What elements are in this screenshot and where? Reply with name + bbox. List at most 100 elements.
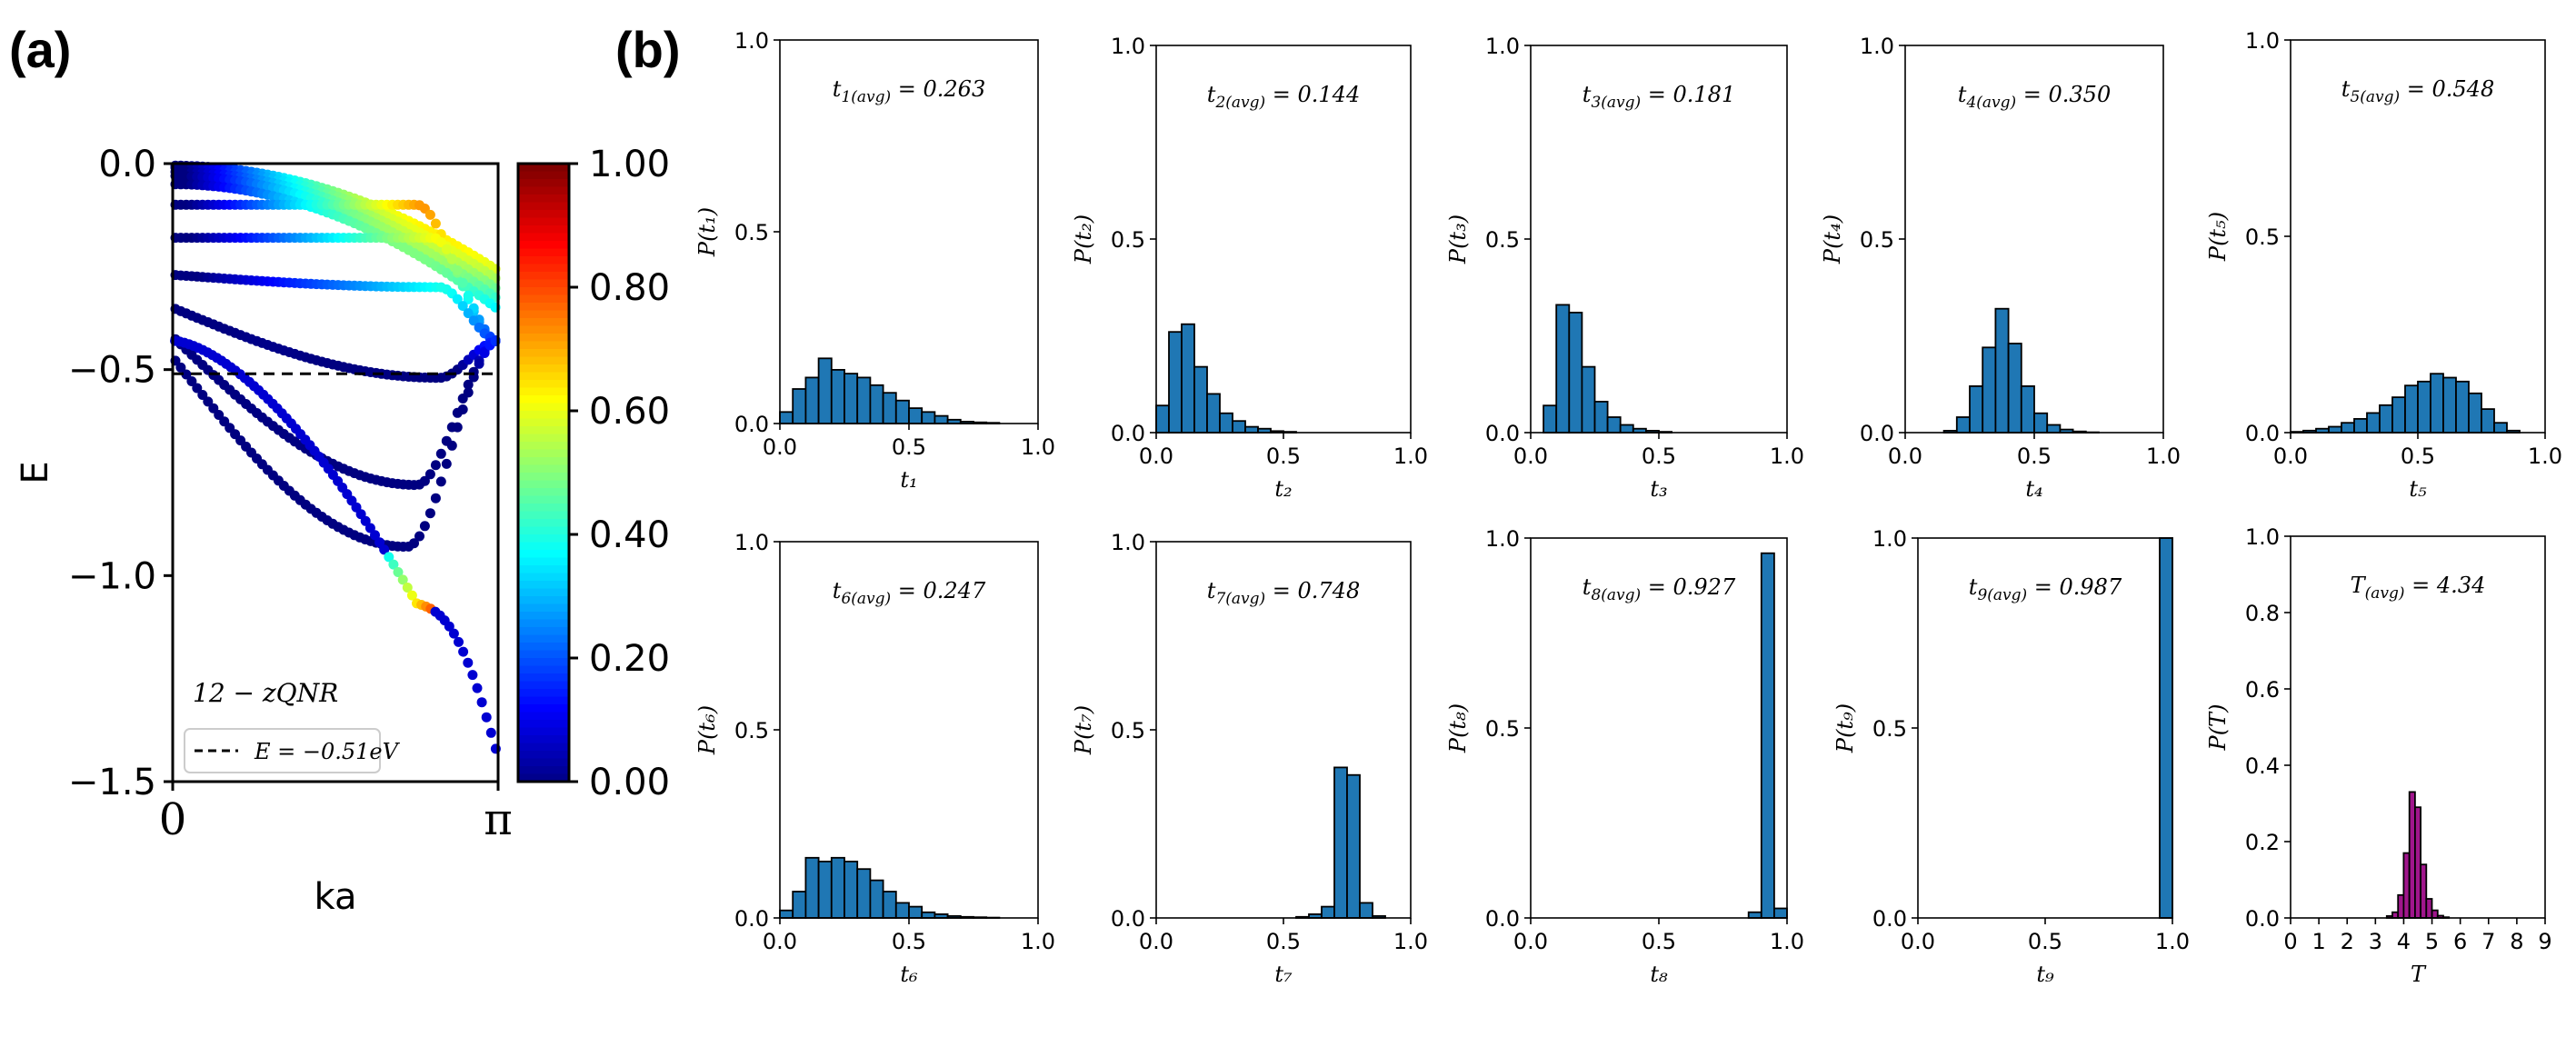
colorbar: 1.000.800.600.400.200.00 — [518, 144, 670, 803]
x-tick-label: 1.0 — [1393, 929, 1428, 954]
histogram-bar — [780, 911, 793, 918]
histogram-bar — [870, 385, 883, 424]
x-tick-label: 0 — [2283, 929, 2297, 954]
histogram-bar — [1762, 553, 1774, 918]
histogram-bar — [1970, 386, 1982, 433]
band-point — [467, 670, 477, 680]
histogram-bar — [1582, 367, 1594, 433]
x-axis-title: t₁ — [900, 467, 917, 493]
x-tick-label: 0.5 — [2028, 929, 2062, 954]
histogram-bar — [2329, 427, 2341, 434]
colorbar-segment — [518, 318, 569, 327]
colorbar-segment — [518, 326, 569, 335]
colorbar-segment — [518, 450, 569, 459]
colorbar-segment — [518, 349, 569, 358]
histogram-bar — [1543, 405, 1556, 433]
y-tick-label: 0.5 — [1485, 716, 1520, 742]
y-tick-label: 0.5 — [1485, 227, 1520, 253]
colorbar-segment — [518, 543, 569, 552]
histogram-bar — [1982, 347, 1995, 433]
histogram-bar — [1360, 902, 1373, 918]
y-axis-title: P(t₆) — [694, 705, 720, 755]
histogram-t2: 0.0 0.5 1.0 0.0 0.5 1.0 t₂ P(t₂) t2(avg) = 0.144 — [1071, 34, 1428, 502]
x-tick-label: 0.0 — [1513, 444, 1548, 469]
y-axis-title: P(t₈) — [1445, 703, 1471, 753]
histogram-bar — [2022, 386, 2034, 433]
colorbar-segment — [518, 264, 569, 274]
histogram-bar — [1156, 405, 1169, 433]
colorbar-tick-label: 1.00 — [589, 144, 670, 185]
histogram-bar — [2047, 425, 2060, 434]
histogram-bar — [1347, 775, 1360, 918]
average-annotation: t1(avg) = 0.263 — [833, 76, 985, 106]
histogram-bar — [2415, 807, 2421, 918]
band-point — [436, 449, 446, 459]
x-tick-label: 1.0 — [1021, 929, 1055, 954]
band-point — [442, 459, 452, 469]
colorbar-segment — [518, 256, 569, 265]
histogram-bar — [805, 377, 818, 424]
colorbar-segment — [518, 651, 569, 660]
colorbar-segment — [518, 713, 569, 722]
x-tick-label: 0.0 — [1139, 444, 1173, 469]
histogram-bar — [1995, 309, 2008, 433]
colorbar-segment — [518, 179, 569, 188]
histogram-bar — [2481, 409, 2494, 433]
x-tick-label: 0.0 — [1139, 929, 1173, 954]
y-tick-label: 0.0 — [2245, 421, 2280, 446]
x-tick-label: 8 — [2510, 929, 2523, 954]
band-point — [425, 469, 435, 479]
y-tick-label: 1.0 — [1485, 526, 1520, 552]
x-tick-label: 1.0 — [2528, 444, 2562, 469]
histogram-bar — [819, 358, 832, 424]
figure: (a) (b) 0.0−0.5−1.0−1.50 πkaE12 − zQNRE =… — [0, 0, 2576, 1047]
histogram-bar — [896, 401, 909, 424]
band-point — [474, 359, 484, 369]
y-tick-label: 0.0 — [1485, 906, 1520, 932]
y-axis-title: P(t₅) — [2205, 212, 2231, 262]
y-tick-label: 0.0 — [1111, 906, 1145, 932]
x-tick-label: 3 — [2369, 929, 2382, 954]
histogram-bar — [1749, 912, 1762, 918]
y-tick-label: 0.5 — [2245, 224, 2280, 250]
histogram-bar — [844, 374, 857, 424]
x-tick-label: 1.0 — [2155, 929, 2190, 954]
colorbar-segment — [518, 172, 569, 181]
colorbar-segment — [518, 496, 569, 505]
histogram-bar — [922, 412, 934, 424]
x-tick-label: 7 — [2481, 929, 2495, 954]
histogram-bar — [2034, 414, 2047, 433]
y-tick-label: 1.0 — [1872, 526, 1907, 552]
x-tick-label: 1.0 — [1393, 444, 1428, 469]
histogram-bar — [1220, 414, 1233, 433]
colorbar-segment — [518, 342, 569, 351]
histogram-t8: 0.00.51.00.0 0.5 1.0t₈P(t₈)t8(avg) = 0.927 — [1445, 526, 1804, 987]
y-tick-label: 0.5 — [1860, 227, 1894, 253]
histogram-bar — [1322, 907, 1334, 918]
colorbar-segment — [518, 473, 569, 482]
histogram-bar — [793, 892, 805, 918]
histogram-t6: 0.00.51.00.0 0.5 1.0t₆P(t₆)t6(avg) = 0.247 — [694, 530, 1055, 987]
histogram-bar — [2421, 864, 2426, 918]
histogram-bar — [934, 416, 947, 424]
histogram-bar — [2009, 344, 2022, 433]
band-point — [449, 629, 459, 639]
histogram-bar — [1556, 304, 1569, 433]
x-axis-title: t₂ — [1274, 476, 1292, 502]
x-axis-title: t₈ — [1650, 962, 1668, 987]
colorbar-segment — [518, 241, 569, 250]
x-tick-label: 0.5 — [892, 434, 926, 460]
colorbar-segment — [518, 581, 569, 590]
x-tick-label: 4 — [2397, 929, 2411, 954]
y-axis-title: P(t₁) — [694, 207, 720, 257]
y-tick-label: 0.0 — [734, 906, 769, 932]
average-annotation: t4(avg) = 0.350 — [1958, 82, 2111, 112]
colorbar-segment — [518, 604, 569, 613]
y-axis-title: P(t₃) — [1445, 214, 1471, 264]
y-tick-label: 1.0 — [1860, 34, 1894, 59]
colorbar-segment — [518, 682, 569, 691]
colorbar-segment — [518, 704, 569, 713]
x-tick-label: 0.0 — [1513, 929, 1548, 954]
colorbar-segment — [518, 589, 569, 598]
colorbar-segment — [518, 272, 569, 281]
